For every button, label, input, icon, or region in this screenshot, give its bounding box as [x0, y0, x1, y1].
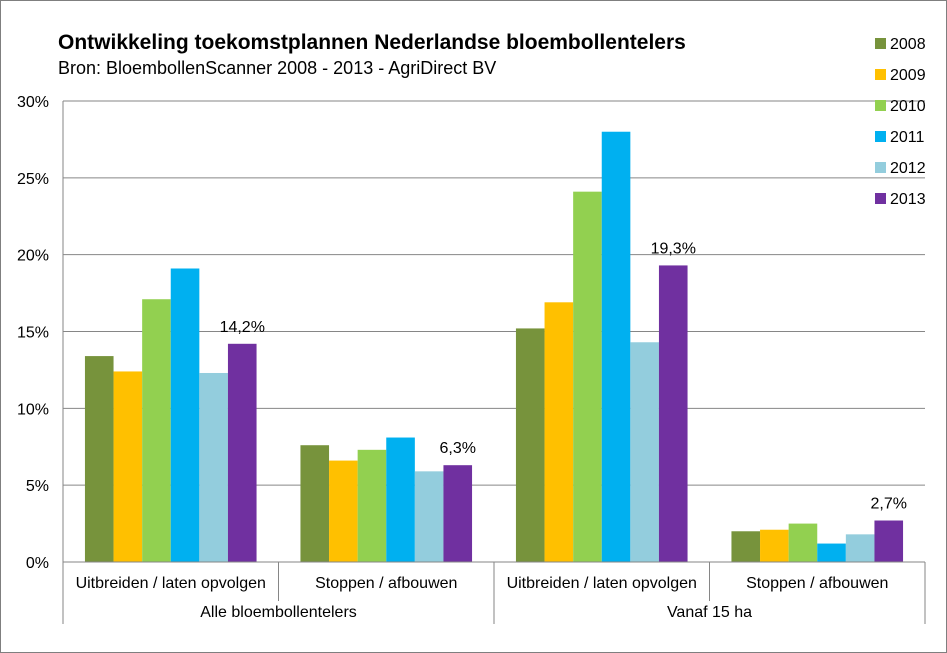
legend-swatch: [875, 100, 886, 111]
y-tick-label: 30%: [17, 94, 49, 111]
bar-2011: [386, 437, 415, 562]
category-label: Stoppen / afbouwen: [746, 575, 888, 592]
legend-label: 2008: [890, 36, 926, 53]
bar-2010: [142, 299, 171, 562]
y-tick-label: 10%: [17, 401, 49, 418]
y-tick-label: 5%: [26, 478, 49, 495]
bar-2013: [227, 343, 257, 562]
bar-2012: [630, 342, 659, 562]
legend-label: 2013: [890, 191, 926, 208]
chart-title: Ontwikkeling toekomstplannen Nederlandse…: [58, 31, 686, 54]
bar-2012: [414, 471, 444, 562]
group-label: Vanaf 15 ha: [667, 604, 752, 621]
bar-2010: [788, 523, 818, 562]
bar-2009: [113, 371, 143, 562]
bar-2010: [573, 191, 602, 562]
bar-2008: [515, 328, 545, 562]
bar-2009: [329, 460, 358, 562]
legend-label: 2009: [890, 67, 926, 84]
bar-2013: [874, 520, 904, 562]
bar-2011: [817, 543, 846, 562]
bar-2012: [845, 534, 875, 562]
category-label: Uitbreiden / laten opvolgen: [76, 575, 266, 592]
bar-2008: [84, 356, 114, 562]
bar-2008: [731, 531, 761, 562]
legend-label: 2010: [890, 98, 926, 115]
bar-2013: [443, 465, 473, 562]
legend-label: 2012: [890, 160, 926, 177]
legend-label: 2011: [890, 129, 925, 146]
data-label: 6,3%: [440, 440, 476, 457]
y-tick-label: 15%: [17, 325, 49, 342]
data-label: 14,2%: [220, 319, 265, 336]
bar-2009: [544, 302, 574, 562]
bar-2009: [760, 529, 789, 562]
group-label: Alle bloembollentelers: [200, 604, 357, 621]
y-tick-label: 25%: [17, 171, 49, 188]
legend-swatch: [875, 193, 886, 204]
legend-swatch: [875, 38, 886, 49]
legend-swatch: [875, 69, 886, 80]
data-label: 19,3%: [651, 240, 696, 257]
category-label: Uitbreiden / laten opvolgen: [507, 575, 697, 592]
data-label: 2,7%: [871, 496, 907, 513]
bar-2013: [658, 265, 688, 562]
bar-2011: [170, 268, 200, 562]
y-tick-label: 0%: [26, 555, 49, 572]
bar-2010: [357, 449, 387, 562]
legend-swatch: [875, 162, 886, 173]
legend-swatch: [875, 131, 886, 142]
bar-2008: [300, 445, 330, 562]
bar-2011: [601, 131, 631, 562]
y-tick-label: 20%: [17, 248, 49, 265]
category-label: Stoppen / afbouwen: [315, 575, 457, 592]
bar-2012: [199, 372, 228, 562]
chart-subtitle: Bron: BloembollenScanner 2008 - 2013 - A…: [58, 58, 497, 78]
